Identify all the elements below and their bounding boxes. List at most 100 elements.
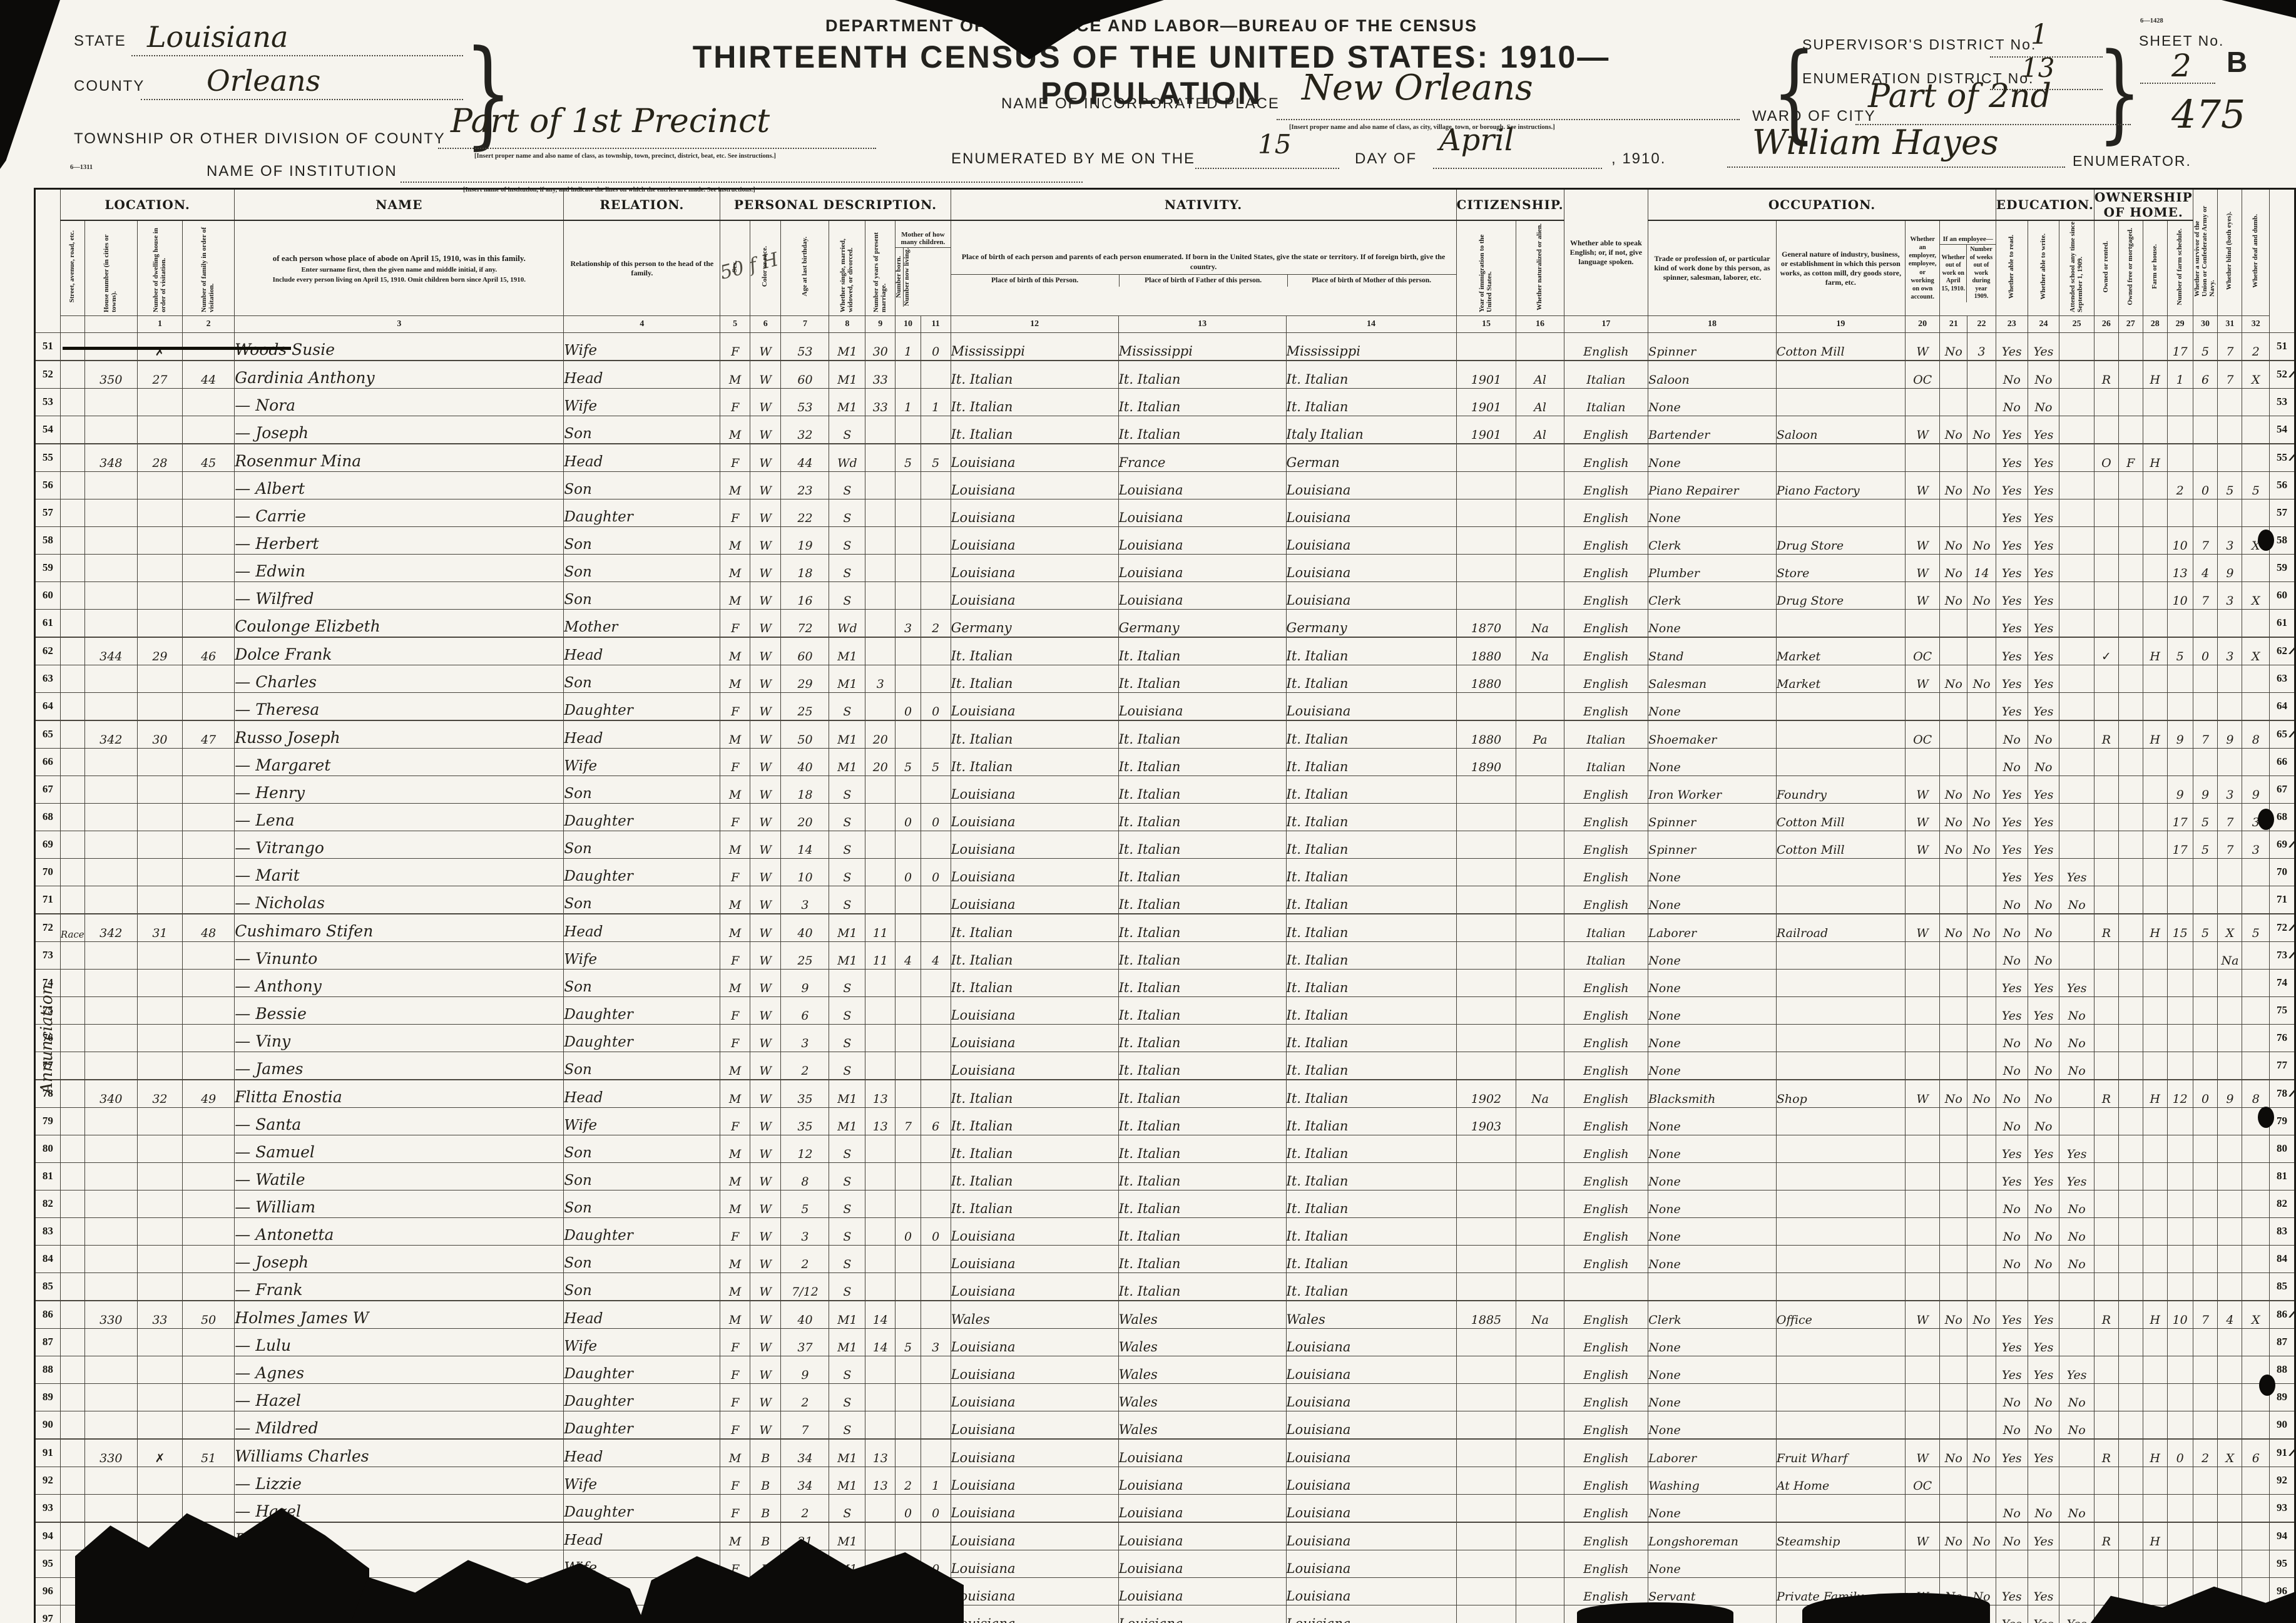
cell-im: [1456, 554, 1517, 582]
cell-rd: Yes: [1995, 1438, 2028, 1467]
cell-ns: [2166, 1024, 2193, 1052]
cell-en: English: [1563, 554, 1649, 582]
table-row: 93— Hazel Daughter F B 2 S 0 0 Louisiana Louisian…: [34, 1494, 2296, 1523]
cell-ym: [865, 969, 896, 997]
cell-dw: [136, 886, 183, 914]
cell-na: [1516, 969, 1564, 997]
cell-cb: [895, 665, 921, 693]
cell-ow: [1939, 1245, 1968, 1273]
cell-en: English: [1563, 1356, 1649, 1384]
table-row: 81— Watile Son M W 8 S It. Italian It. Italian I…: [34, 1162, 2296, 1190]
department-line: DEPARTMENT OF COMMERCE AND LABOR—BUREAU …: [825, 16, 1477, 35]
line-number-right: 68: [2268, 803, 2296, 831]
cell-ind: [1775, 360, 1906, 389]
cell-ma: M1: [829, 1328, 866, 1356]
cell-mf: [2118, 1328, 2143, 1356]
line-number-right: 72/: [2268, 913, 2296, 942]
line-number-right: 95: [2268, 1550, 2296, 1578]
cell-cb: [895, 416, 921, 444]
cell-c31: 9: [2217, 554, 2243, 582]
cell-rd: Yes: [1995, 332, 2028, 361]
cell-im: [1456, 1522, 1517, 1550]
cell-nm: — Lizzie: [234, 1467, 564, 1495]
cell-bp: It. Italian: [950, 1107, 1119, 1135]
cell-ow: [1939, 941, 1968, 970]
cell-fa: 51: [182, 1438, 235, 1467]
line-number-left: 94: [34, 1522, 61, 1550]
cell-em: OC: [1904, 1467, 1941, 1495]
cell-ym: 13: [865, 1079, 896, 1108]
cell-on: [2093, 886, 2119, 914]
cell-na: [1516, 1577, 1564, 1605]
cell-ma: S: [829, 471, 866, 499]
cell-tr: None: [1648, 443, 1777, 472]
cell-mf: [2118, 332, 2143, 361]
cell-ind: Cotton Mill: [1775, 332, 1906, 361]
cell-bp: Louisiana: [950, 803, 1119, 831]
cell-em: [1904, 1024, 1941, 1052]
cell-wr: Yes: [2027, 471, 2060, 499]
line-number-right: 93: [2268, 1494, 2296, 1523]
cell-ym: [865, 1383, 896, 1411]
cell-en: English: [1563, 637, 1649, 665]
col-age-header: Age at last birthday.: [780, 220, 830, 316]
cell-co: W: [749, 748, 782, 776]
cell-cl: [920, 776, 951, 804]
line-number-left: 57: [34, 499, 61, 527]
cell-ind: [1775, 1024, 1906, 1052]
cell-bp: Louisiana: [950, 554, 1119, 582]
line-number-right: 87: [2268, 1328, 2296, 1356]
cell-em: OC: [1904, 637, 1941, 665]
cell-mf: [2118, 886, 2143, 914]
cell-cb: [895, 1438, 921, 1467]
cell-wr: [2027, 1467, 2060, 1495]
col-number-20: 20: [1904, 315, 1941, 333]
cell-co: W: [749, 776, 782, 804]
cell-st: [59, 1328, 85, 1356]
cell-mf: [2118, 1522, 2143, 1550]
enumeration-value: 13: [2021, 53, 2055, 83]
cell-tr: None: [1648, 1107, 1777, 1135]
table-row: 76— Viny Daughter F W 3 S Louisiana It. Italian…: [34, 1024, 2296, 1052]
cell-c32: [2242, 969, 2270, 997]
cell-ho: [84, 1328, 138, 1356]
cell-en: English: [1563, 1328, 1649, 1356]
cell-c30: 7: [2192, 581, 2218, 610]
cell-nm: — Charles: [234, 665, 564, 693]
cell-co: W: [749, 443, 782, 472]
cell-cl: [920, 969, 951, 997]
cell-c32: 8: [2242, 720, 2270, 749]
cell-dw: [136, 581, 183, 610]
cell-dw: [136, 776, 183, 804]
cell-st: [59, 996, 85, 1025]
cell-ns: [2166, 1162, 2193, 1190]
cell-fh: [2142, 1494, 2168, 1523]
cell-na: [1516, 1522, 1564, 1550]
cell-ho: [84, 1411, 138, 1440]
cell-bp: Louisiana: [950, 471, 1119, 499]
cell-fh: [2142, 1162, 2168, 1190]
col-number-13: 13: [1118, 315, 1287, 333]
cell-ag: 3: [780, 886, 830, 914]
cell-on: [2093, 1272, 2119, 1301]
line-number-right: 60: [2268, 581, 2296, 610]
cell-fh: [2142, 831, 2168, 859]
cell-cb: 1: [895, 388, 921, 416]
cell-en: English: [1563, 1383, 1649, 1411]
cell-wr: Yes: [2027, 1605, 2060, 1623]
col-number-12: 12: [950, 315, 1119, 333]
cell-ho: [84, 1383, 138, 1411]
cell-on: [2093, 831, 2119, 859]
col-number-18: 18: [1648, 315, 1777, 333]
cell-sc: No: [2059, 996, 2094, 1025]
cell-ag: 53: [780, 332, 830, 361]
cell-dw: [136, 1052, 183, 1080]
cell-em: W: [1904, 1522, 1941, 1550]
cell-bm: It. Italian: [1285, 1024, 1457, 1052]
line-number-left: 79: [34, 1107, 61, 1135]
cell-ho: [84, 1467, 138, 1495]
cell-st: [59, 637, 85, 665]
cell-en: English: [1563, 581, 1649, 610]
cell-c31: [2217, 996, 2243, 1025]
cell-im: [1456, 581, 1517, 610]
